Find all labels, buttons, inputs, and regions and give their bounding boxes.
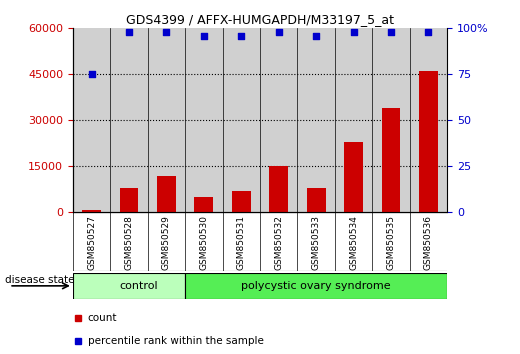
Bar — [223, 28, 260, 212]
Text: percentile rank within the sample: percentile rank within the sample — [88, 336, 264, 346]
Point — [162, 29, 171, 35]
Point — [312, 33, 320, 39]
Text: GSM850535: GSM850535 — [386, 215, 396, 270]
Bar — [382, 108, 400, 212]
Bar — [148, 28, 185, 212]
Text: GSM850529: GSM850529 — [162, 215, 171, 270]
Point — [200, 33, 208, 39]
Text: GSM850528: GSM850528 — [124, 215, 134, 270]
Bar — [73, 28, 110, 212]
Bar — [194, 197, 213, 212]
Text: GSM850527: GSM850527 — [87, 215, 96, 270]
Point — [87, 72, 96, 77]
Bar — [110, 28, 148, 212]
Bar — [335, 28, 372, 212]
Text: GSM850536: GSM850536 — [424, 215, 433, 270]
Bar — [82, 210, 101, 212]
Bar — [307, 188, 326, 212]
Point — [349, 29, 358, 35]
Point — [424, 29, 433, 35]
Bar — [344, 142, 363, 212]
Text: control: control — [119, 281, 158, 291]
Bar — [297, 28, 335, 212]
Bar — [260, 28, 297, 212]
Bar — [269, 166, 288, 212]
Bar — [410, 28, 447, 212]
Bar — [120, 188, 138, 212]
Point — [275, 29, 283, 35]
Text: GSM850532: GSM850532 — [274, 215, 283, 270]
Bar — [232, 191, 251, 212]
Text: disease state: disease state — [5, 275, 75, 285]
Bar — [157, 176, 176, 212]
Point — [125, 29, 133, 35]
Bar — [185, 28, 223, 212]
Text: GSM850530: GSM850530 — [199, 215, 209, 270]
Point — [237, 33, 245, 39]
Text: GSM850534: GSM850534 — [349, 215, 358, 270]
Text: count: count — [88, 313, 118, 323]
Text: GSM850533: GSM850533 — [311, 215, 321, 270]
FancyBboxPatch shape — [185, 273, 447, 299]
Title: GDS4399 / AFFX-HUMGAPDH/M33197_5_at: GDS4399 / AFFX-HUMGAPDH/M33197_5_at — [126, 13, 394, 26]
Bar — [419, 71, 438, 212]
Point — [387, 29, 395, 35]
Text: GSM850531: GSM850531 — [237, 215, 246, 270]
FancyBboxPatch shape — [73, 273, 185, 299]
Text: polycystic ovary syndrome: polycystic ovary syndrome — [241, 281, 391, 291]
Bar — [372, 28, 410, 212]
